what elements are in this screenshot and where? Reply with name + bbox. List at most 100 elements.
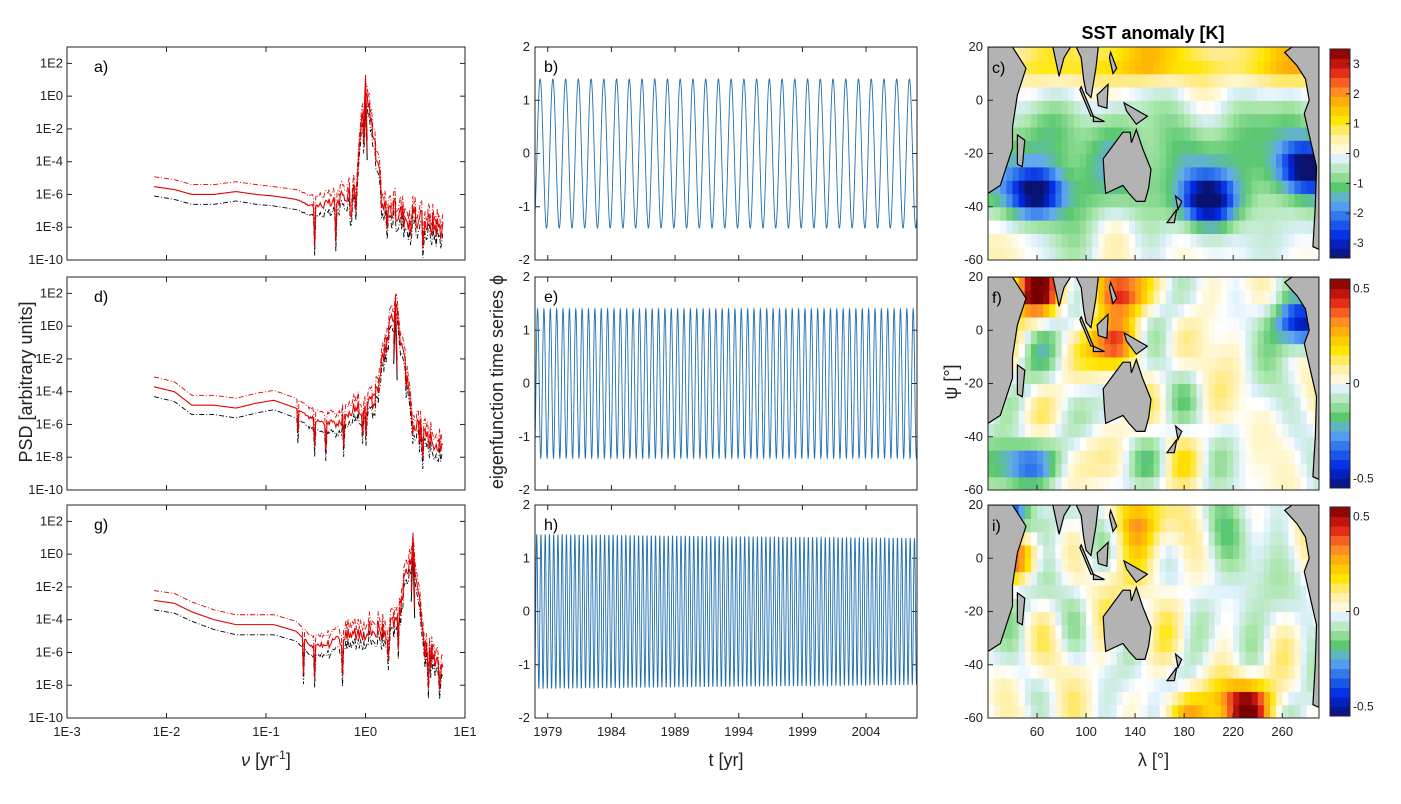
timeseries-axes-frame — [534, 46, 918, 261]
sst-cell — [1276, 193, 1283, 208]
sst-cell — [1214, 463, 1222, 478]
sst-cell — [1269, 544, 1277, 559]
sst-cell — [1214, 704, 1222, 718]
sst-cell — [1239, 86, 1247, 101]
sst-cell — [1092, 246, 1099, 260]
sst-cell — [1269, 691, 1277, 706]
sst-cell — [1030, 436, 1038, 451]
sst-cell — [1030, 558, 1038, 573]
sst-cell — [1239, 396, 1247, 411]
sst-cell — [1306, 598, 1314, 613]
sst-cell — [1012, 383, 1020, 398]
sst-cell — [1178, 544, 1185, 559]
sst-cell — [1245, 584, 1253, 599]
sst-cell — [1245, 233, 1253, 248]
sst-cell — [1153, 463, 1161, 478]
sst-cell — [1141, 126, 1148, 141]
xtick-label: 1984 — [597, 724, 626, 739]
sst-cell — [1239, 624, 1247, 639]
sst-cell — [1208, 463, 1216, 478]
sst-cell — [1233, 193, 1240, 208]
sst-cell — [1239, 316, 1247, 331]
sst-cell — [1251, 316, 1259, 331]
sst-cell — [1300, 678, 1308, 692]
sst-cell — [1171, 153, 1179, 168]
sst-cell — [1141, 598, 1148, 613]
sst-cell — [1214, 277, 1222, 291]
sst-cell — [1049, 611, 1057, 626]
sst-cell — [1086, 410, 1093, 425]
sst-cell — [1122, 476, 1130, 490]
sst-cell — [1159, 423, 1167, 438]
sst-cell — [1159, 544, 1167, 559]
sst-cell — [1061, 246, 1069, 260]
sst-cell — [1214, 140, 1222, 155]
sst-cell — [1061, 531, 1069, 546]
sst-cell — [1196, 277, 1204, 291]
sst-cell — [1294, 140, 1302, 155]
sst-cell — [1128, 704, 1136, 718]
ytick-label: 0 — [976, 322, 983, 337]
colorbar-swatch — [1330, 516, 1350, 527]
sst-cell — [1073, 343, 1081, 358]
psd-series-upper-bound — [154, 536, 444, 680]
sst-cell — [1153, 584, 1161, 599]
sst-cell — [1306, 651, 1314, 666]
timeseries-axes-frame — [534, 276, 918, 491]
sst-cell — [1208, 60, 1216, 75]
sst-cell — [1079, 678, 1087, 692]
sst-cell — [1257, 383, 1265, 398]
sst-cell — [1227, 436, 1234, 451]
sst-cell — [1092, 100, 1099, 115]
sst-cell — [1214, 584, 1222, 599]
sst-cell — [1227, 330, 1234, 345]
sst-cell — [1018, 651, 1026, 666]
colorbar-swatch — [1330, 153, 1350, 164]
sst-cell — [1104, 126, 1112, 141]
sst-cell — [1159, 463, 1167, 478]
sst-field — [988, 277, 1319, 490]
sst-cell — [1282, 531, 1289, 546]
sst-cell — [1239, 638, 1247, 653]
sst-cell — [1030, 220, 1038, 234]
sst-cell — [1171, 651, 1179, 666]
sst-cell — [1239, 518, 1247, 533]
sst-cell — [1282, 100, 1289, 115]
sst-cell — [1178, 531, 1185, 546]
sst-cell — [1116, 476, 1124, 490]
sst-cell — [1128, 678, 1136, 692]
sst-cell — [1300, 153, 1308, 168]
sst-cell — [1282, 651, 1289, 666]
sst-cell — [1061, 303, 1069, 318]
sst-cell — [1269, 153, 1277, 168]
sst-cell — [1037, 73, 1044, 88]
sst-cell — [1178, 383, 1185, 398]
sst-cell — [1294, 531, 1302, 546]
sst-cell — [1024, 206, 1032, 221]
sst-cell — [1098, 193, 1106, 208]
sst-cell — [1147, 463, 1155, 478]
sst-cell — [1024, 584, 1032, 599]
sst-cell — [1165, 330, 1173, 345]
sst-cell — [1147, 558, 1155, 573]
sst-cell — [1263, 126, 1271, 141]
sst-cell — [1276, 518, 1283, 533]
sst-cell — [1122, 505, 1130, 519]
sst-cell — [1135, 47, 1142, 61]
ytick-label: 1E-10 — [28, 252, 63, 267]
sst-cell — [1220, 356, 1228, 371]
sst-cell — [1128, 193, 1136, 208]
sst-cell — [1122, 678, 1130, 692]
sst-cell — [1300, 316, 1308, 331]
land-mass — [988, 277, 1027, 425]
ytick-label: -40 — [964, 429, 983, 444]
sst-cell — [1073, 246, 1081, 260]
sst-cell — [1214, 544, 1222, 559]
sst-cell — [1159, 220, 1167, 234]
sst-cell — [1061, 140, 1069, 155]
sst-cell — [1135, 584, 1142, 599]
sst-cell — [1049, 383, 1057, 398]
sst-cell — [1110, 86, 1118, 101]
sst-cell — [1300, 126, 1308, 141]
